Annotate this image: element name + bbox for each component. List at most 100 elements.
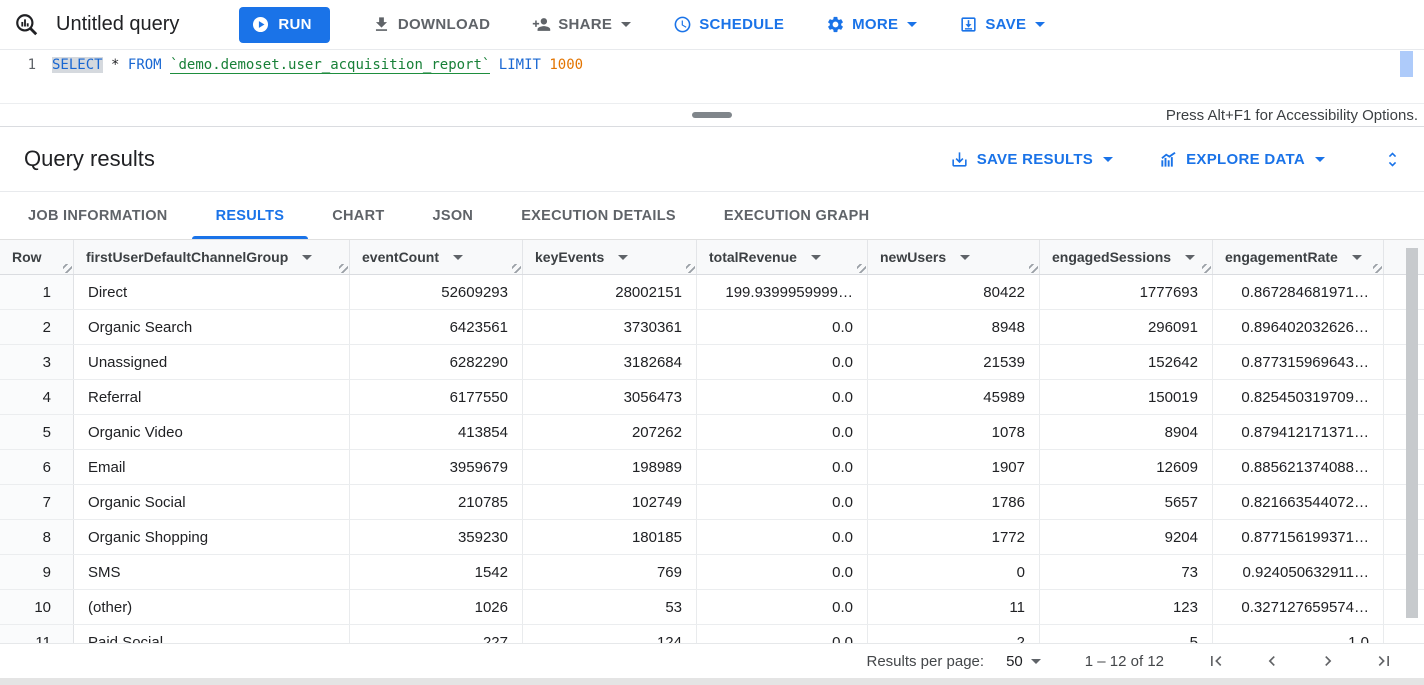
column-header-newUsers[interactable]: newUsers <box>868 240 1040 274</box>
cell-keyEvents: 180185 <box>523 520 697 554</box>
horizontal-scrollbar-track[interactable] <box>0 678 1424 685</box>
column-label: newUsers <box>880 249 947 265</box>
run-button[interactable]: RUN <box>239 6 330 43</box>
column-menu-caret-icon[interactable] <box>1185 254 1196 260</box>
tab-execution-details[interactable]: EXECUTION DETAILS <box>521 207 676 224</box>
column-resize-handle[interactable] <box>63 264 72 273</box>
cell-totalRevenue: 0.0 <box>697 380 868 414</box>
next-page-button[interactable] <box>1318 651 1338 671</box>
sql-editor[interactable]: 1 SELECT * FROM `demo.demoset.user_acqui… <box>0 50 1424 103</box>
column-resize-handle[interactable] <box>1029 264 1038 273</box>
table-vertical-scrollbar[interactable] <box>1406 248 1418 633</box>
column-header-row[interactable]: Row <box>0 240 74 274</box>
cell-engagementRate: 0.877156199371… <box>1213 520 1384 554</box>
column-label: eventCount <box>362 249 439 265</box>
row-number: 3 <box>0 345 74 379</box>
cell-newUsers: 1078 <box>868 415 1040 449</box>
cell-totalRevenue: 0.0 <box>697 450 868 484</box>
column-menu-caret-icon[interactable] <box>618 254 629 260</box>
cell-eventCount: 6282290 <box>350 345 523 379</box>
column-header-keyEvents[interactable]: keyEvents <box>523 240 697 274</box>
cell-keyEvents: 3056473 <box>523 380 697 414</box>
scrollbar-thumb[interactable] <box>1406 248 1418 618</box>
row-number: 4 <box>0 380 74 414</box>
cell-totalRevenue: 0.0 <box>697 415 868 449</box>
prev-page-button[interactable] <box>1262 651 1282 671</box>
column-resize-handle[interactable] <box>339 264 348 273</box>
download-button[interactable]: DOWNLOAD <box>372 15 490 34</box>
column-resize-handle[interactable] <box>1202 264 1211 273</box>
cell-keyEvents: 3730361 <box>523 310 697 344</box>
cell-engagementRate: 0.896402032626… <box>1213 310 1384 344</box>
column-menu-caret-icon[interactable] <box>453 254 463 260</box>
person-add-icon <box>532 18 551 31</box>
column-label: keyEvents <box>535 249 605 265</box>
column-header-firstUserDefaultChannelGroup[interactable]: firstUserDefaultChannelGroup <box>74 240 350 274</box>
tab-chart[interactable]: CHART <box>332 207 385 224</box>
sql-code-line[interactable]: SELECT * FROM `demo.demoset.user_acquisi… <box>52 57 584 74</box>
cell-eventCount: 3959679 <box>350 450 523 484</box>
editor-scrollbar-thumb[interactable] <box>1400 51 1413 77</box>
query-title: Untitled query <box>56 13 180 35</box>
sql-token-table: `demo.demoset.user_acquisition_report` <box>170 57 491 74</box>
cell-totalRevenue: 0.0 <box>697 345 868 379</box>
cell-keyEvents: 102749 <box>523 485 697 519</box>
tab-results[interactable]: RESULTS <box>191 192 309 239</box>
cell-engagementRate: 0.877315969643… <box>1213 345 1384 379</box>
chevron-down-icon <box>1315 156 1325 162</box>
tab-job-information[interactable]: JOB INFORMATION <box>28 207 168 224</box>
table-row: 9 SMS 1542 769 0.0 0 73 0.924050632911… <box>0 555 1424 590</box>
column-menu-caret-icon[interactable] <box>960 254 971 260</box>
row-number: 9 <box>0 555 74 589</box>
last-page-button[interactable] <box>1374 651 1394 671</box>
table-row: 1 Direct 52609293 28002151 199.9399959999… 80… <box>0 275 1424 310</box>
row-number: 2 <box>0 310 74 344</box>
column-resize-handle[interactable] <box>512 264 521 273</box>
save-button[interactable]: SAVE <box>959 15 1046 34</box>
chevron-right-icon <box>1325 656 1332 666</box>
collapse-results-button[interactable] <box>1383 150 1402 169</box>
tab-json[interactable]: JSON <box>432 207 474 224</box>
page-size-select[interactable]: 50 <box>1006 653 1041 670</box>
cell-keyEvents: 769 <box>523 555 697 589</box>
table-row: 11 Paid Social 227 124 0.0 2 5 1.0 <box>0 625 1424 643</box>
cell-firstUserDefaultChannelGroup: Organic Search <box>74 310 350 344</box>
column-resize-handle[interactable] <box>1373 264 1382 273</box>
cell-engagementRate: 0.825450319709… <box>1213 380 1384 414</box>
cell-engagedSessions: 150019 <box>1040 380 1213 414</box>
cell-eventCount: 52609293 <box>350 275 523 309</box>
line-number: 1 <box>27 57 36 73</box>
share-button[interactable]: SHARE <box>532 15 632 34</box>
column-menu-caret-icon[interactable] <box>1351 254 1362 260</box>
sql-token-plain <box>490 57 498 73</box>
table-row: 8 Organic Shopping 359230 180185 0.0 1772 9204… <box>0 520 1424 555</box>
save-results-button[interactable]: SAVE RESULTS <box>950 150 1114 169</box>
chevron-down-icon <box>621 22 632 27</box>
table-body: 1 Direct 52609293 28002151 199.9399959999… 80… <box>0 275 1424 643</box>
cell-keyEvents: 124 <box>523 625 697 643</box>
schedule-button[interactable]: SCHEDULE <box>673 15 784 34</box>
column-header-engagementRate[interactable]: engagementRate <box>1213 240 1384 274</box>
cell-eventCount: 227 <box>350 625 523 643</box>
cell-engagedSessions: 12609 <box>1040 450 1213 484</box>
more-button[interactable]: MORE <box>826 15 918 34</box>
tab-execution-graph[interactable]: EXECUTION GRAPH <box>723 207 870 224</box>
splitter-drag-handle[interactable] <box>692 112 732 118</box>
explore-data-button[interactable]: EXPLORE DATA <box>1159 150 1325 169</box>
column-resize-handle[interactable] <box>686 264 695 273</box>
column-header-engagedSessions[interactable]: engagedSessions <box>1040 240 1213 274</box>
column-resize-handle[interactable] <box>857 264 866 273</box>
last-page-icon <box>1378 656 1389 666</box>
cell-firstUserDefaultChannelGroup: Email <box>74 450 350 484</box>
column-header-totalRevenue[interactable]: totalRevenue <box>697 240 868 274</box>
column-header-eventCount[interactable]: eventCount <box>350 240 523 274</box>
sql-token-number: 1000 <box>549 57 584 73</box>
results-per-page-label: Results per page: <box>866 652 985 670</box>
sql-token-plain <box>119 57 127 73</box>
column-menu-caret-icon[interactable] <box>810 254 821 260</box>
column-menu-caret-icon[interactable] <box>302 254 313 260</box>
cell-keyEvents: 53 <box>523 590 697 624</box>
cell-engagementRate: 0.879412171371… <box>1213 415 1384 449</box>
first-page-button[interactable] <box>1206 651 1226 671</box>
column-label: firstUserDefaultChannelGroup <box>86 249 289 265</box>
